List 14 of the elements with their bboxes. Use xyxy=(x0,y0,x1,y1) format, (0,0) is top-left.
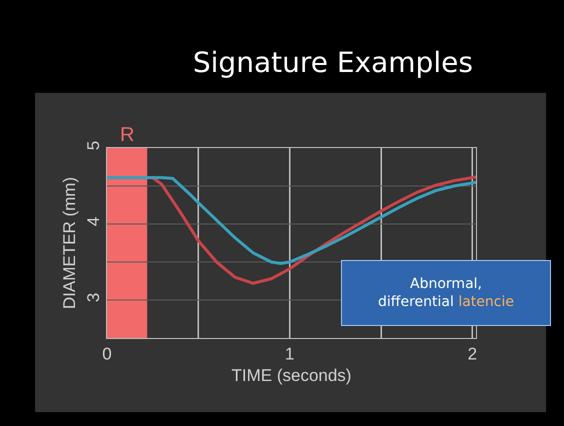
y-axis-title: DIAMETER (mm) xyxy=(60,176,79,310)
x-tick-label: 1 xyxy=(284,344,294,364)
x-axis-title: TIME (seconds) xyxy=(232,366,352,385)
y-tick-label: 4 xyxy=(84,216,104,226)
annotation: differential xyxy=(378,294,454,310)
band-label: R xyxy=(120,124,134,146)
annotation: latencie xyxy=(458,294,514,310)
y-tick-label: 3 xyxy=(84,292,104,302)
x-tick-label: 2 xyxy=(468,344,478,364)
x-tick-label: 0 xyxy=(102,344,112,364)
y-tick-label: 5 xyxy=(84,140,104,150)
annotation: Abnormal, xyxy=(410,276,482,292)
chart-title: Signature Examples xyxy=(192,46,473,79)
line-series xyxy=(107,176,476,266)
